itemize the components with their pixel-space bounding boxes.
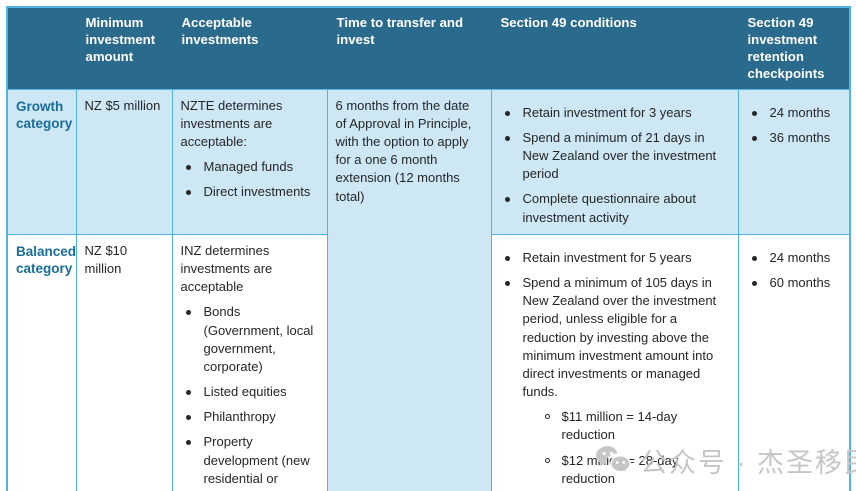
balanced-checkpoints-cell: 24 months 60 months xyxy=(737,233,851,491)
growth-category-row: Growth category NZ $5 million NZTE deter… xyxy=(6,88,851,491)
bullet-icon xyxy=(751,135,757,141)
checkpoint-text: 24 months xyxy=(769,104,831,120)
list-item-text: Bonds (Government, local government, cor… xyxy=(203,304,314,374)
header-empty-cell xyxy=(6,6,77,90)
condition-body: Spend a minimum of 105 days in New Zeala… xyxy=(523,274,730,491)
checkpoint-item: 36 months xyxy=(747,129,842,147)
list-item-text: Philanthropy xyxy=(203,409,276,425)
circle-bullet-icon xyxy=(544,457,550,463)
bullet-icon xyxy=(504,110,510,116)
time-to-transfer-cell: 6 months from the date of Approval in Pr… xyxy=(326,88,492,491)
condition-text: Retain investment for 5 years xyxy=(522,249,692,265)
list-item-text: Direct investments xyxy=(203,184,311,200)
checkpoint-text: 36 months xyxy=(769,129,831,145)
bullet-icon xyxy=(504,135,510,141)
balanced-acceptable-cell: INZ determines investments are acceptabl… xyxy=(171,233,328,491)
checkpoint-item: 24 months xyxy=(747,104,842,122)
balanced-conditions-list: Retain investment for 5 years Spend a mi… xyxy=(500,249,730,491)
condition-item: Retain investment for 3 years xyxy=(500,104,730,122)
list-item: Direct investments xyxy=(181,183,319,201)
bullet-icon xyxy=(185,415,191,421)
bullet-icon xyxy=(185,190,191,196)
checkpoint-item: 24 months xyxy=(747,249,842,267)
bullet-icon xyxy=(185,390,191,396)
condition-subitem: $11 million = 14-day reduction xyxy=(544,408,730,444)
condition-item: Spend a minimum of 21 days in New Zealan… xyxy=(500,129,730,184)
bullet-icon xyxy=(185,440,191,446)
condition-text: Retain investment for 3 years xyxy=(522,104,692,120)
list-item: Property development (new residential or… xyxy=(181,433,319,491)
bullet-icon xyxy=(185,310,191,316)
condition-item: Spend a minimum of 105 days in New Zeala… xyxy=(500,274,730,491)
condition-subitem-text: $11 million = 14-day reduction xyxy=(561,409,678,443)
condition-body: Retain investment for 5 years xyxy=(523,249,730,267)
list-item: Listed equities xyxy=(181,383,319,401)
table-header-row: Minimum investment amount Acceptable inv… xyxy=(6,6,851,90)
checkpoint-text: 60 months xyxy=(769,274,831,290)
growth-acceptable-cell: NZTE determines investments are acceptab… xyxy=(171,88,328,235)
bullet-icon xyxy=(751,255,757,261)
condition-item: Retain investment for 5 years xyxy=(500,249,730,267)
list-item-text: Listed equities xyxy=(203,384,287,400)
bullet-icon xyxy=(504,280,510,286)
condition-text: Spend a minimum of 105 days in New Zeala… xyxy=(522,274,717,400)
bullet-icon xyxy=(751,110,757,116)
condition-text: Spend a minimum of 21 days in New Zealan… xyxy=(522,129,717,182)
bullet-icon xyxy=(185,165,191,171)
circle-bullet-icon xyxy=(544,414,550,420)
bullet-icon xyxy=(751,280,757,286)
balanced-category-row: Balanced category NZ $10 million INZ det… xyxy=(6,233,851,491)
investment-categories-table: Minimum investment amount Acceptable inv… xyxy=(6,6,851,491)
header-section49-checkpoints: Section 49 investment retention checkpoi… xyxy=(737,6,851,90)
checkpoint-text: 24 months xyxy=(769,249,831,265)
condition-text: Complete questionnaire about investment … xyxy=(522,191,696,225)
list-item-text: Managed funds xyxy=(203,159,294,175)
list-item-text: Property development (new residential or… xyxy=(203,434,310,491)
bullet-icon xyxy=(504,197,510,203)
growth-conditions-cell: Retain investment for 3 years Spend a mi… xyxy=(490,88,739,235)
balanced-conditions-cell: Retain investment for 5 years Spend a mi… xyxy=(490,233,739,491)
balanced-acceptable-list: Bonds (Government, local government, cor… xyxy=(181,303,319,491)
balanced-min-investment-cell: NZ $10 million xyxy=(75,233,173,491)
header-acceptable-investments: Acceptable investments xyxy=(171,6,328,90)
growth-acceptable-list: Managed funds Direct investments xyxy=(181,158,319,201)
growth-checkpoints-list: 24 months 36 months xyxy=(747,104,842,147)
balanced-acceptable-intro: INZ determines investments are acceptabl… xyxy=(180,242,273,295)
header-time-to-transfer: Time to transfer and invest xyxy=(326,6,492,90)
growth-checkpoints-cell: 24 months 36 months xyxy=(737,88,851,235)
bullet-icon xyxy=(504,255,510,261)
balanced-checkpoints-list: 24 months 60 months xyxy=(747,249,842,292)
balanced-category-label: Balanced category xyxy=(6,233,77,491)
list-item: Managed funds xyxy=(181,158,319,176)
growth-conditions-list: Retain investment for 3 years Spend a mi… xyxy=(500,104,730,227)
list-item: Bonds (Government, local government, cor… xyxy=(181,303,319,376)
header-section49-conditions: Section 49 conditions xyxy=(490,6,739,90)
checkpoint-item: 60 months xyxy=(747,274,842,292)
growth-category-label: Growth category xyxy=(6,88,77,235)
growth-acceptable-intro: NZTE determines investments are acceptab… xyxy=(180,97,283,149)
time-to-transfer-text: 6 months from the date of Approval in Pr… xyxy=(335,97,472,204)
growth-min-investment-cell: NZ $5 million xyxy=(75,88,173,235)
header-minimum-investment: Minimum investment amount xyxy=(75,6,173,90)
list-item: Philanthropy xyxy=(181,408,319,426)
watermark: 公众号 · 杰圣移民 xyxy=(595,441,856,479)
condition-item: Complete questionnaire about investment … xyxy=(500,190,730,226)
wechat-icon xyxy=(596,446,631,475)
watermark-text: 公众号 · 杰圣移民 xyxy=(640,447,856,478)
